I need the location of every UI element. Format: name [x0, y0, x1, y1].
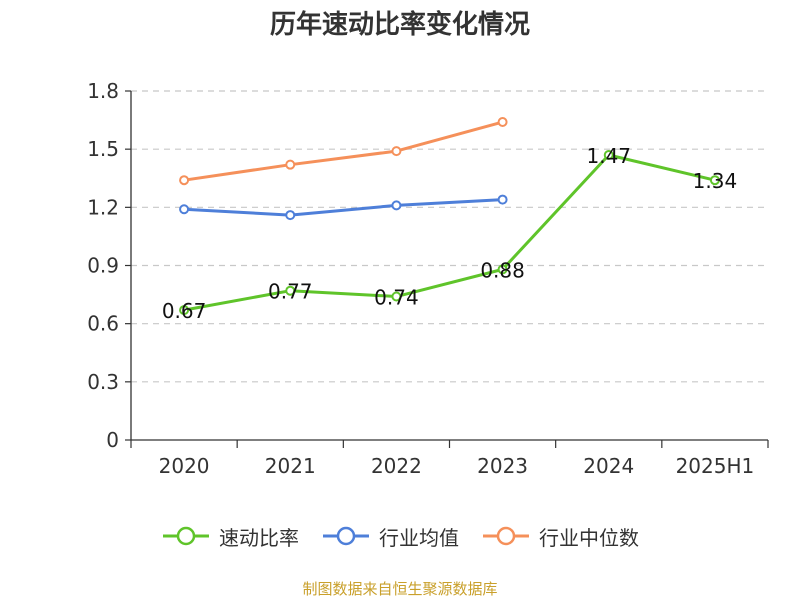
- data-point: [285, 159, 296, 170]
- y-tick-label: 0.3: [87, 370, 119, 394]
- data-label: 0.74: [374, 286, 419, 310]
- y-tick-label: 1.5: [87, 137, 119, 161]
- data-point: [179, 175, 190, 186]
- source-note: 制图数据来自恒生聚源数据库: [302, 580, 498, 598]
- series-line: [183, 153, 716, 312]
- series-line: [183, 120, 503, 182]
- series-line: [184, 198, 503, 217]
- x-tick-label: 2022: [371, 454, 422, 478]
- y-tick-label: 0: [106, 428, 119, 452]
- data-label-layer: 0.67 0.77 0.74 0.88 1.47 1.34: [162, 144, 737, 323]
- y-tick-label: 1.8: [87, 79, 119, 103]
- legend-marker-icon: [483, 526, 529, 546]
- legend-marker-icon: [163, 526, 209, 546]
- data-point: [709, 175, 720, 186]
- data-label: 0.77: [268, 280, 313, 304]
- data-point: [391, 200, 402, 211]
- data-point: [391, 146, 402, 157]
- legend: 速动比率 行业均值 行业中位数: [0, 518, 800, 554]
- data-label: 1.34: [693, 169, 738, 193]
- data-label: 0.67: [162, 299, 207, 323]
- data-point: [179, 305, 190, 316]
- data-point: [497, 117, 508, 128]
- legend-circle: [336, 526, 356, 546]
- legend-item[interactable]: 速动比率: [161, 522, 299, 551]
- data-point: [497, 264, 508, 275]
- data-point: [497, 194, 508, 205]
- legend-item[interactable]: 行业均值: [321, 522, 459, 551]
- series-layer: [179, 117, 720, 316]
- legend-circle: [496, 526, 516, 546]
- data-label: 1.47: [586, 144, 631, 168]
- data-point: [603, 149, 614, 160]
- x-tick-label: 2020: [159, 454, 210, 478]
- chart-title: 历年速动比率变化情况: [269, 10, 530, 40]
- legend-marker-icon: [323, 526, 369, 546]
- x-tick-label: 2025H1: [676, 454, 755, 478]
- data-point: [179, 204, 190, 215]
- axis-layer: 0 0.3 0.6 0.9 1.2 1.5 1.8 2020 2021 2022 2023 2024 2…: [87, 79, 769, 478]
- legend-label: 行业中位数: [539, 525, 639, 550]
- data-point: [285, 285, 296, 296]
- legend-circle: [176, 526, 196, 546]
- data-point: [391, 291, 402, 302]
- x-tick-label: 2021: [265, 454, 316, 478]
- legend-item[interactable]: 行业中位数: [481, 522, 639, 551]
- y-tick-label: 0.9: [87, 254, 119, 278]
- data-label: 0.88: [480, 258, 525, 282]
- y-tick-label: 1.2: [87, 195, 119, 219]
- x-tick-label: 2024: [583, 454, 634, 478]
- y-tick-label: 0.6: [87, 312, 119, 336]
- grid-layer: [131, 90, 768, 383]
- legend-label: 行业均值: [379, 525, 459, 550]
- x-tick-label: 2023: [477, 454, 528, 478]
- legend-label: 速动比率: [219, 525, 299, 550]
- data-point: [285, 210, 296, 221]
